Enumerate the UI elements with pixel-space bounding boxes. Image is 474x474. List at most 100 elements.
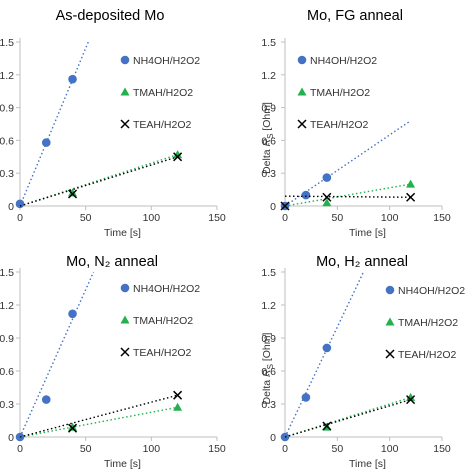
x-tick-label: 50 (331, 443, 343, 455)
y-tick-label: 1.2 (0, 70, 14, 82)
data-point (322, 421, 332, 431)
data-point (406, 395, 416, 405)
data-point (41, 138, 51, 147)
legend-label: TEAH/H2O2 (133, 119, 192, 131)
data-point (173, 390, 183, 400)
data-point (322, 173, 332, 182)
series-1 (15, 41, 89, 209)
data-point (68, 189, 78, 199)
y-tick-label: 1.5 (0, 267, 14, 279)
x-axis-label-bg (345, 225, 390, 239)
x-tick-label: 150 (208, 212, 226, 224)
chart-title: As-deposited Mo (56, 8, 165, 24)
chart-title: Mo, FG anneal (307, 8, 403, 24)
series-3 (284, 395, 416, 438)
data-point (406, 179, 416, 188)
legend-label: NH4OH/H2O2 (310, 55, 377, 67)
y-tick-label: 0.6 (0, 366, 14, 378)
data-point (173, 402, 183, 411)
data-point (68, 188, 78, 197)
trend-line (19, 406, 178, 438)
legend-marker (297, 87, 307, 96)
series-3 (280, 192, 416, 211)
x-tick-label: 100 (143, 212, 161, 224)
y-tick-label: 1.2 (261, 300, 276, 312)
x-axis-label: Time [s] (104, 227, 141, 239)
legend-marker (120, 283, 130, 293)
y-tick-label: 0.6 (0, 135, 14, 147)
legend-label: TEAH/H2O2 (133, 347, 192, 359)
x-axis-label-bg (345, 456, 390, 470)
x-tick-label: 50 (80, 212, 92, 224)
y-tick-label: 0.3 (0, 399, 14, 411)
data-point (68, 309, 77, 319)
legend: NH4OH/H2O2 TMAH/H2O2 TEAH/H2O2 (120, 55, 200, 131)
y-tick-label: 0 (8, 432, 14, 444)
legend-marker (120, 119, 130, 129)
y-tick-label: 1.2 (0, 300, 14, 312)
legend-marker (385, 285, 395, 295)
chart-title: Mo, N₂ anneal (66, 254, 158, 270)
series-1 (15, 271, 95, 442)
y-tick-label: 0.3 (0, 168, 14, 180)
data-point (406, 392, 416, 401)
trend-line (19, 41, 89, 207)
y-tick-label: 0.9 (0, 103, 14, 115)
trend-line (284, 396, 411, 438)
legend-label: NH4OH/H2O2 (133, 283, 200, 295)
legend-label: TMAH/H2O2 (398, 317, 458, 329)
x-axis-label: Time [s] (349, 227, 386, 239)
legend-marker (297, 119, 307, 129)
y-tick-label: 1.5 (261, 37, 276, 49)
data-point (301, 393, 311, 402)
trend-line (284, 398, 411, 438)
data-point (322, 198, 332, 207)
data-point (68, 423, 78, 433)
chart-panel-4: Mo, H₂ anneal 0 50 100 150 0 0.3 0.6 0.9 1.2 1.5 Ti… (261, 254, 465, 470)
y-tick-label: 0 (270, 432, 276, 444)
legend-marker (120, 347, 130, 357)
data-point (68, 422, 78, 431)
data-point (173, 152, 183, 162)
x-axis-label-bg (100, 225, 145, 239)
chart-panel-1: As-deposited Mo 0 50 100 150 0 0.3 0.6 0.9 1.2 1.5… (0, 8, 226, 239)
x-tick-label: 50 (331, 212, 343, 224)
x-tick-label: 150 (208, 443, 226, 455)
y-tick-label: 0.9 (261, 333, 276, 345)
y-tick-label: 0.6 (261, 135, 276, 147)
y-tick-label: 1.5 (261, 267, 276, 279)
x-tick-label: 100 (381, 443, 399, 455)
data-point (280, 201, 290, 211)
legend: NH4OH/H2O2 TMAH/H2O2 TEAH/H2O2 (120, 283, 200, 359)
legend-marker (120, 87, 130, 96)
legend-label: TEAH/H2O2 (310, 119, 369, 131)
trend-line (284, 271, 365, 438)
data-point (406, 192, 416, 202)
x-tick-label: 100 (381, 212, 399, 224)
legend-label: TMAH/H2O2 (133, 315, 193, 327)
x-tick-label: 100 (143, 443, 161, 455)
data-point (322, 343, 332, 353)
y-tick-label: 1.2 (261, 70, 276, 82)
series-2 (19, 402, 183, 438)
x-tick-label: 0 (17, 443, 23, 455)
x-axis-label-bg (100, 456, 145, 470)
series-2 (284, 179, 416, 207)
legend-label: TMAH/H2O2 (310, 87, 370, 99)
data-point (15, 199, 25, 209)
data-point (41, 395, 51, 404)
legend-label: TEAH/H2O2 (398, 349, 457, 361)
legend-marker (120, 55, 130, 65)
x-axis-label: Time [s] (104, 458, 141, 470)
y-tick-label: 1.5 (0, 37, 14, 49)
data-point (68, 74, 77, 84)
legend-label: NH4OH/H2O2 (133, 55, 200, 67)
x-tick-label: 0 (282, 443, 288, 455)
x-axis-label: Time [s] (349, 458, 386, 470)
y-tick-label: 0.6 (261, 366, 276, 378)
x-tick-label: 50 (80, 443, 92, 455)
chart-panel-2: Mo, FG anneal 0 50 100 150 0 0.3 0.6 0.9 1.2 1.5 Ti… (261, 8, 451, 239)
trend-line (284, 183, 411, 207)
series-3 (19, 390, 183, 438)
